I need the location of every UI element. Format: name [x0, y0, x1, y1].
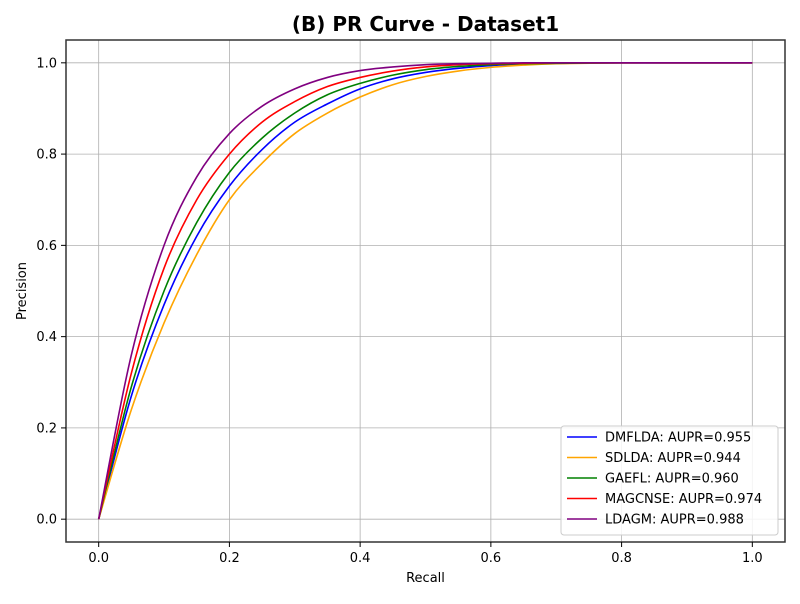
plot-frame: [65, 39, 786, 543]
series-lines: [97, 61, 753, 520]
chart-title: (B) PR Curve - Dataset1: [292, 12, 559, 36]
series-line-4: [97, 61, 753, 520]
legend-label-3: MAGCNSE: AUPR=0.974: [605, 492, 762, 507]
y-tick-label: 0.0: [36, 513, 57, 528]
y-tick-label: 0.8: [36, 148, 57, 163]
y-tick-label: 0.6: [36, 239, 57, 254]
grid-lines: [66, 40, 785, 542]
legend-label-2: GAEFL: AUPR=0.960: [605, 472, 739, 487]
legend-label-4: LDAGM: AUPR=0.988: [605, 513, 744, 528]
legend-label-0: DMFLDA: AUPR=0.955: [605, 431, 751, 446]
legend-box: [560, 425, 779, 536]
x-tick-label: 0.0: [88, 551, 109, 566]
x-tick-label: 1.0: [742, 551, 763, 566]
x-tick-label: 0.8: [611, 551, 632, 566]
y-tick-label: 1.0: [36, 56, 57, 71]
x-tick-label: 0.6: [481, 551, 502, 566]
x-axis-label: Recall: [406, 571, 445, 586]
y-tick-label: 0.2: [36, 421, 57, 436]
axis-ticks: 0.0 0.2 0.4 0.6 0.8 1.0 0.0 0.2 0.4 0.6 0.8 1.0: [36, 56, 762, 566]
legend-label-1: SDLDA: AUPR=0.944: [605, 451, 741, 466]
x-tick-label: 0.4: [350, 551, 371, 566]
x-tick-label: 0.2: [219, 551, 240, 566]
y-tick-label: 0.4: [36, 330, 57, 345]
y-axis-label: Precision: [15, 262, 30, 320]
legend: DMFLDA: AUPR=0.955 SDLDA: AUPR=0.944 GAEFL…: [560, 425, 779, 536]
